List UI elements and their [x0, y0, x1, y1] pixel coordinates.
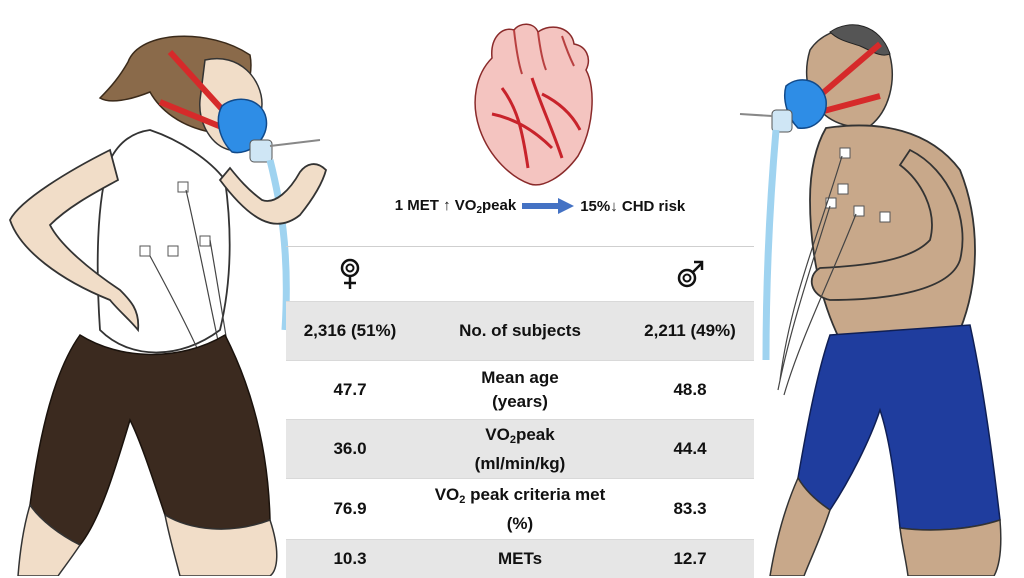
female-value: 76.9: [333, 499, 367, 518]
table-row: 47.7 Mean age (years) 48.8: [286, 360, 754, 419]
table-row: 36.0 VO2peak (ml/min/kg) 44.4: [286, 419, 754, 478]
male-value: 44.4: [673, 439, 707, 458]
male-column-header: [626, 257, 754, 291]
male-symbol-icon: [677, 260, 704, 288]
headline-right: 15%↓ CHD risk: [580, 197, 686, 215]
row-label: METs: [497, 549, 543, 568]
right-arrow-icon: [522, 198, 575, 214]
comparison-table: 2,316 (51%) No. of subjects 2,211 (49%) …: [286, 246, 754, 578]
female-column-header: [286, 257, 414, 291]
male-value: 48.8: [673, 380, 707, 399]
table-row: 10.3 METs 12.7: [286, 539, 754, 578]
table-header-row: [286, 246, 754, 301]
table-row: 76.9 VO2 peak criteria met (%) 83.3: [286, 478, 754, 539]
female-value: 47.7: [333, 380, 367, 399]
male-value: 83.3: [673, 499, 707, 518]
male-value: 12.7: [673, 549, 707, 568]
row-label: VO2 peak criteria met (%): [434, 484, 606, 533]
female-value: 36.0: [333, 439, 367, 458]
male-value: 2,211 (49%): [644, 321, 736, 340]
female-value: 10.3: [333, 549, 367, 568]
table-row: 2,316 (51%) No. of subjects 2,211 (49%): [286, 301, 754, 360]
heart-illustration: [474, 23, 593, 186]
row-label: Mean age (years): [481, 368, 559, 411]
row-label: No. of subjects: [459, 321, 581, 340]
headline-left: 1 MET ↑ VO2peak: [394, 196, 517, 216]
met-risk-headline: 1 MET ↑ VO2peak 15%↓ CHD risk: [360, 194, 720, 218]
row-label: VO2peak (ml/min/kg): [474, 424, 566, 473]
female-value: 2,316 (51%): [303, 321, 397, 340]
female-symbol-icon: [340, 258, 360, 289]
male-runner-illustration: [739, 24, 1002, 576]
